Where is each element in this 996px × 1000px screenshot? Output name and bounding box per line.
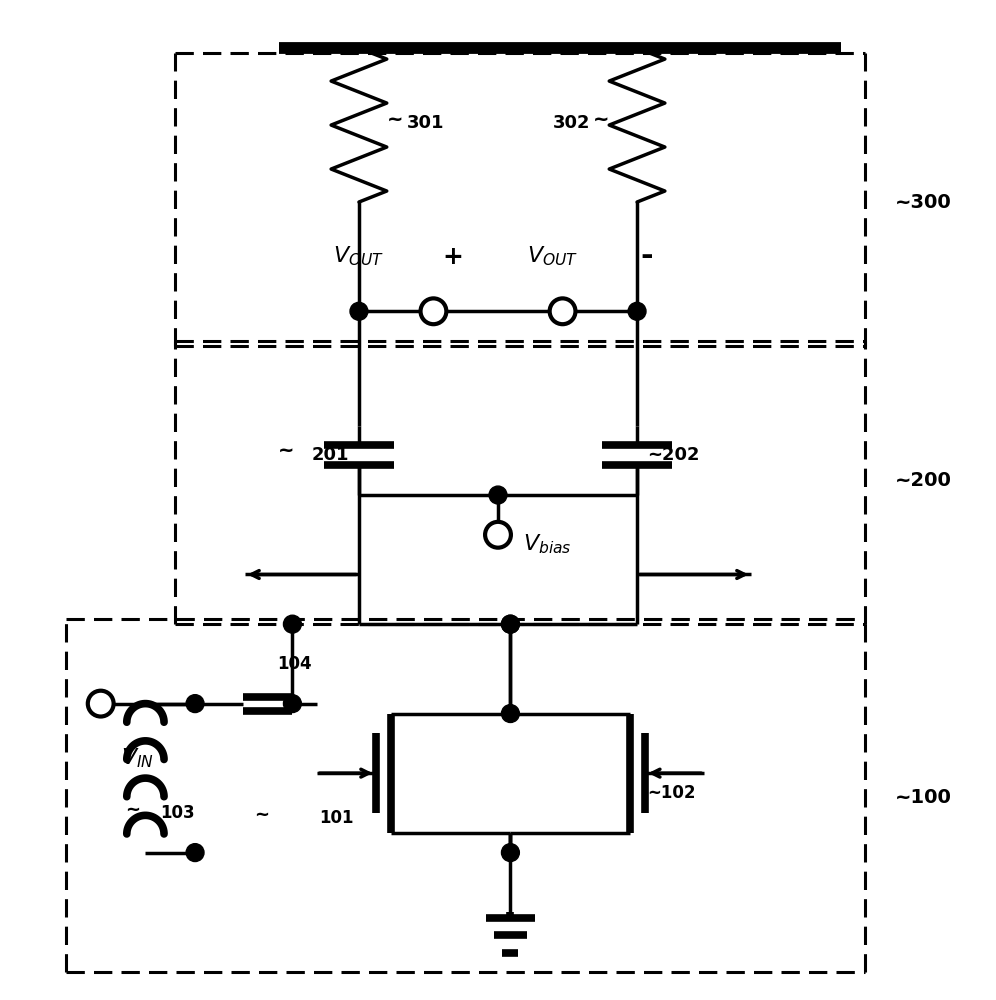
Text: 201: 201 — [312, 446, 349, 464]
Text: ~: ~ — [255, 806, 270, 824]
Text: +: + — [443, 245, 464, 269]
Text: ~: ~ — [278, 441, 295, 460]
Text: $V_{OUT}$: $V_{OUT}$ — [527, 245, 579, 268]
Text: 301: 301 — [406, 114, 444, 132]
Circle shape — [501, 705, 519, 722]
Text: $V_{bias}$: $V_{bias}$ — [523, 533, 572, 556]
Circle shape — [186, 844, 204, 862]
Circle shape — [186, 695, 204, 713]
Text: ~300: ~300 — [895, 193, 952, 212]
Circle shape — [501, 844, 519, 862]
Circle shape — [489, 486, 507, 504]
Text: ~102: ~102 — [647, 784, 695, 802]
Text: 103: 103 — [160, 804, 195, 822]
Circle shape — [284, 695, 302, 713]
Circle shape — [628, 302, 646, 320]
Text: $V_{IN}$: $V_{IN}$ — [121, 746, 153, 770]
Text: $V_{OUT}$: $V_{OUT}$ — [334, 245, 384, 268]
Circle shape — [284, 615, 302, 633]
Text: ~: ~ — [594, 110, 610, 129]
Circle shape — [88, 691, 114, 717]
Circle shape — [501, 615, 519, 633]
Text: ~100: ~100 — [895, 788, 952, 807]
Text: ~: ~ — [125, 801, 140, 819]
Text: 302: 302 — [553, 114, 591, 132]
Text: ~202: ~202 — [647, 446, 699, 464]
Text: ~200: ~200 — [895, 471, 952, 490]
Circle shape — [350, 302, 368, 320]
Text: ~: ~ — [387, 110, 403, 129]
Circle shape — [501, 615, 519, 633]
Text: 104: 104 — [278, 655, 312, 673]
Text: 101: 101 — [320, 809, 354, 827]
Circle shape — [550, 298, 576, 324]
Circle shape — [485, 522, 511, 548]
Text: -: - — [640, 242, 653, 271]
Circle shape — [420, 298, 446, 324]
